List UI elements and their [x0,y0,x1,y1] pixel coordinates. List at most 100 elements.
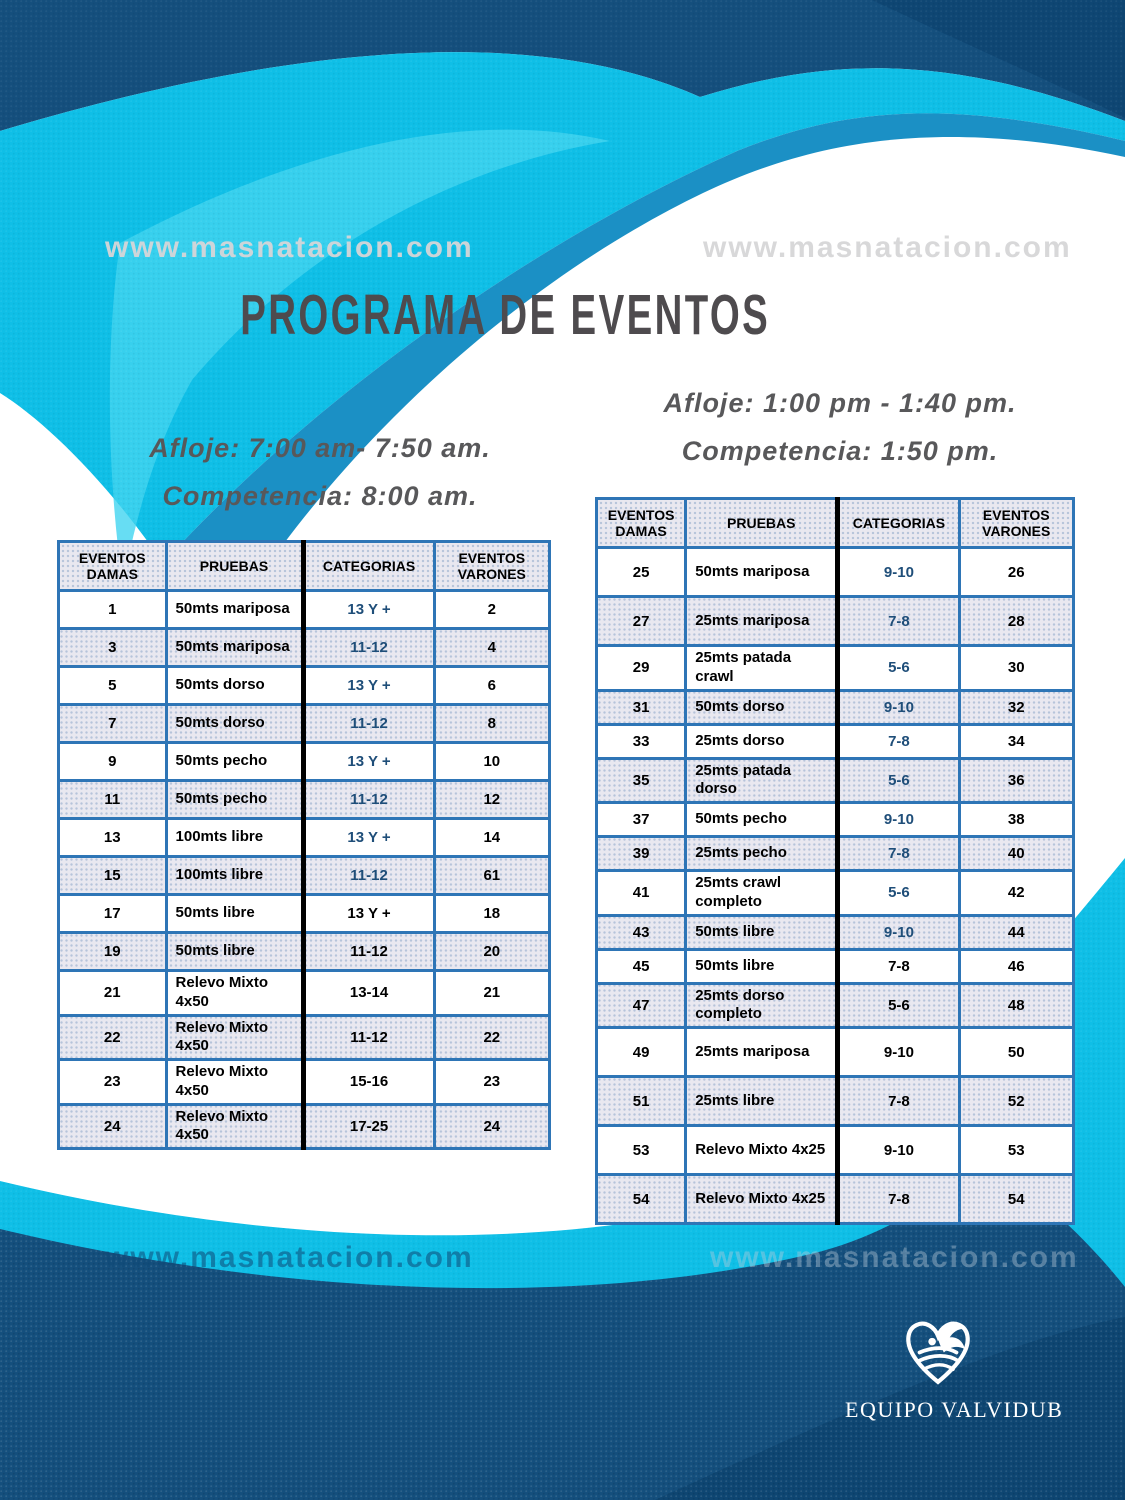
cell-eventos-varones: 48 [957,981,1075,1029]
column-header: PRUEBAS [684,497,840,549]
cell-eventos-damas: 51 [594,1075,688,1127]
cell-categoria: 7-8 [835,947,961,985]
cell-categoria: 13 Y + [300,589,436,630]
cell-prueba: Relevo Mixto 4x25 [684,1173,840,1225]
cell-prueba: 50mts dorso [164,665,305,706]
cell-eventos-varones: 23 [432,1058,552,1106]
cell-categoria: 13 Y + [300,817,436,858]
cell-prueba: 25mts crawl completo [684,869,840,917]
cell-eventos-damas: 27 [594,595,688,647]
cell-eventos-varones: 52 [957,1075,1075,1127]
cell-eventos-damas: 29 [594,644,688,692]
cell-prueba: Relevo Mixto 4x50 [164,1102,305,1150]
cell-prueba: Relevo Mixto 4x50 [164,1058,305,1106]
cell-prueba: 25mts patada crawl [684,644,840,692]
morning-session-schedule: Afloje: 7:00 am- 7:50 am. Competencia: 8… [110,433,530,529]
cell-categoria: 7-8 [835,1173,961,1225]
cell-categoria: 9-10 [835,546,961,598]
cell-categoria: 5-6 [835,644,961,692]
cell-eventos-damas: 3 [57,627,168,668]
cell-prueba: 50mts pecho [684,801,840,838]
afternoon-competencia-time: Competencia: 1:50 pm. [681,436,999,466]
cell-categoria: 7-8 [835,1075,961,1127]
cell-prueba: Relevo Mixto 4x50 [164,969,305,1017]
cell-eventos-varones: 2 [432,589,552,630]
afternoon-session-schedule: Afloje: 1:00 pm - 1:40 pm. Competencia: … [630,388,1050,484]
cell-eventos-damas: 45 [594,947,688,985]
table-row: 21 Relevo Mixto 4x50 13-14 21 [57,969,552,1017]
table-row: 24 Relevo Mixto 4x50 17-25 24 [57,1102,552,1150]
table-row: 13 100mts libre 13 Y +14 [57,817,552,858]
cell-categoria: 7-8 [835,595,961,647]
cell-prueba: 25mts mariposa [684,1026,840,1078]
table-row: 45 50mts libre 7-8 46 [594,947,1075,985]
table-row: 43 50mts libre 9-10 44 [594,913,1075,951]
cell-prueba: 25mts libre [684,1075,840,1127]
table-row: 9 50mts pecho 13 Y +10 [57,741,552,782]
cell-prueba: 25mts patada dorso [684,756,840,804]
cell-eventos-damas: 41 [594,869,688,917]
table-row: 37 50mts pecho 9-10 38 [594,801,1075,838]
table-row: 35 25mts patada dorso 5-6 36 [594,756,1075,804]
morning-events-table: EVENTOS DAMAS PRUEBAS CATEGORIAS EVENTOS VA… [57,540,552,1150]
cell-categoria: 17-25 [300,1102,436,1150]
cell-eventos-damas: 35 [594,756,688,804]
cell-prueba: 50mts libre [684,947,840,985]
table-row: 17 50mts libre 13 Y +18 [57,893,552,934]
cell-eventos-damas: 39 [594,835,688,872]
cell-prueba: 100mts libre [164,817,305,858]
table-row: 53 Relevo Mixto 4x25 9-10 53 [594,1124,1075,1176]
cell-categoria: 5-6 [835,981,961,1029]
heart-swimmer-icon [905,1321,970,1385]
cell-categoria: 11-12 [300,703,436,744]
team-name: EQUIPO VALVIDUB [845,1397,1064,1422]
cell-eventos-damas: 25 [594,546,688,598]
cell-eventos-damas: 33 [594,722,688,760]
table-row: 11 50mts pecho 11-12 12 [57,779,552,820]
cell-categoria: 13-14 [300,969,436,1017]
cell-eventos-varones: 18 [432,893,552,934]
cell-eventos-damas: 53 [594,1124,688,1176]
table-row: 27 25mts mariposa 7-8 28 [594,595,1075,647]
morning-competencia-time: Competencia: 8:00 am. [162,481,478,511]
cell-categoria: 13 Y + [300,665,436,706]
cell-eventos-damas: 23 [57,1058,168,1106]
cell-eventos-damas: 49 [594,1026,688,1078]
cell-eventos-varones: 53 [957,1124,1075,1176]
table-row: 39 25mts pecho 7-8 40 [594,835,1075,872]
table-row: 7 50mts dorso 11-12 8 [57,703,552,744]
column-header: CATEGORIAS [835,497,961,549]
cell-eventos-varones: 14 [432,817,552,858]
cell-eventos-varones: 20 [432,931,552,972]
cell-eventos-varones: 44 [957,913,1075,951]
header-row: EVENTOS DAMAS PRUEBAS CATEGORIAS EVENTOS VA… [594,497,1075,549]
cell-categoria: 11-12 [300,855,436,896]
team-logo: EQUIPO VALVIDUB [845,1308,1064,1423]
cell-prueba: 25mts dorso [684,722,840,760]
table-row: 31 50mts dorso 9-10 32 [594,688,1075,726]
column-header: PRUEBAS [164,540,305,592]
cell-eventos-damas: 37 [594,801,688,838]
events-table: EVENTOS DAMAS PRUEBAS CATEGORIAS EVENTOS VA… [594,497,1075,1225]
cell-eventos-damas: 22 [57,1013,168,1061]
cell-eventos-damas: 31 [594,688,688,726]
column-header: EVENTOS DAMAS [594,497,688,549]
cell-prueba: 50mts dorso [684,688,840,726]
cell-categoria: 9-10 [835,688,961,726]
column-header: EVENTOS VARONES [432,540,552,592]
cell-eventos-varones: 24 [432,1102,552,1150]
table-row: 41 25mts crawl completo 5-6 42 [594,869,1075,917]
cell-categoria: 7-8 [835,835,961,872]
cell-prueba: 100mts libre [164,855,305,896]
cell-eventos-damas: 13 [57,817,168,858]
cell-prueba: 50mts libre [164,931,305,972]
table-row: 29 25mts patada crawl 5-6 30 [594,644,1075,692]
table-row: 1 50mts mariposa 13 Y +2 [57,589,552,630]
cell-eventos-varones: 28 [957,595,1075,647]
cell-categoria: 9-10 [835,801,961,838]
page-title: PROGRAMA DE EVENTOS [240,284,770,347]
cell-categoria: 9-10 [835,1124,961,1176]
cell-categoria: 7-8 [835,722,961,760]
table-row: 54 Relevo Mixto 4x25 7-8 54 [594,1173,1075,1225]
